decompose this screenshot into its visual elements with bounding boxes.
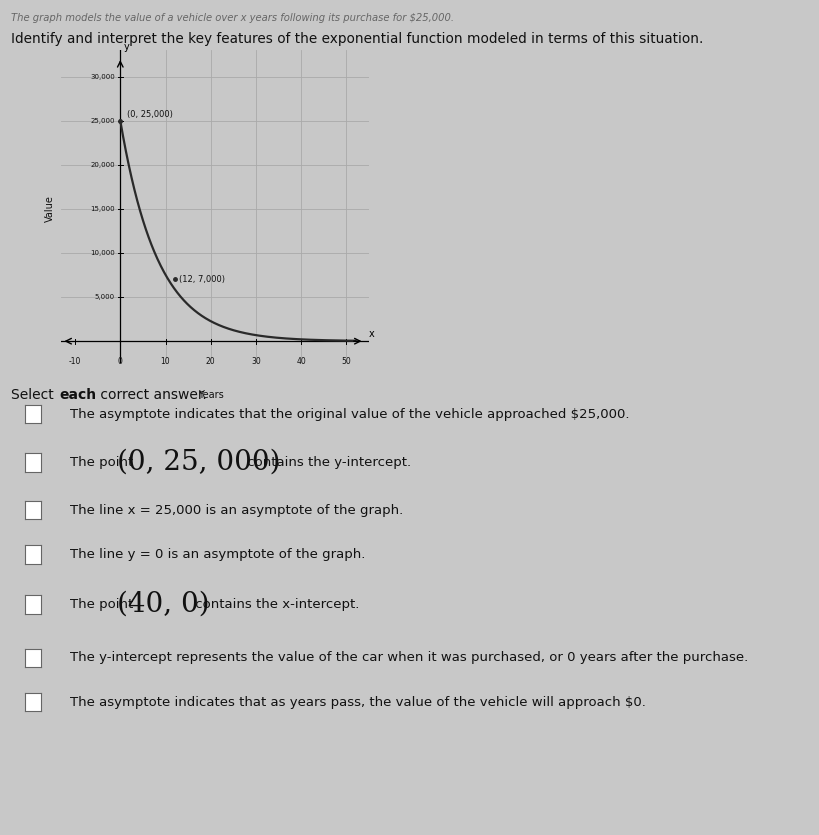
- Text: x: x: [369, 330, 374, 339]
- Text: 20: 20: [206, 357, 215, 366]
- Text: Value: Value: [45, 195, 55, 222]
- Text: (40, 0): (40, 0): [117, 591, 210, 618]
- Text: 10,000: 10,000: [90, 250, 115, 256]
- Text: 30,000: 30,000: [90, 73, 115, 79]
- Text: 5,000: 5,000: [95, 294, 115, 300]
- Text: (0, 25, 000): (0, 25, 000): [117, 449, 280, 476]
- Text: 15,000: 15,000: [90, 206, 115, 212]
- Text: The graph models the value of a vehicle over x years following its purchase for : The graph models the value of a vehicle …: [11, 13, 453, 23]
- Text: contains the x-intercept.: contains the x-intercept.: [191, 598, 359, 611]
- Text: The asymptote indicates that as years pass, the value of the vehicle will approa: The asymptote indicates that as years pa…: [70, 696, 645, 709]
- Text: Years: Years: [197, 390, 224, 400]
- Text: 50: 50: [341, 357, 351, 366]
- Text: Select: Select: [11, 388, 57, 402]
- Text: The point: The point: [70, 598, 137, 611]
- Text: 25,000: 25,000: [90, 118, 115, 124]
- Text: -10: -10: [69, 357, 81, 366]
- Text: contains the y-intercept.: contains the y-intercept.: [243, 456, 411, 469]
- Text: Identify and interpret the key features of the exponential function modeled in t: Identify and interpret the key features …: [11, 32, 702, 46]
- Text: 20,000: 20,000: [90, 162, 115, 168]
- Text: (0, 25,000): (0, 25,000): [127, 110, 173, 119]
- Text: The line x = 25,000 is an asymptote of the graph.: The line x = 25,000 is an asymptote of t…: [70, 504, 402, 517]
- Text: 40: 40: [296, 357, 305, 366]
- Text: The line y = 0 is an asymptote of the graph.: The line y = 0 is an asymptote of the gr…: [70, 548, 364, 561]
- Text: The asymptote indicates that the original value of the vehicle approached $25,00: The asymptote indicates that the origina…: [70, 407, 628, 421]
- Text: each: each: [59, 388, 96, 402]
- Text: 30: 30: [251, 357, 260, 366]
- Text: correct answer.: correct answer.: [96, 388, 206, 402]
- Text: The y-intercept represents the value of the car when it was purchased, or 0 year: The y-intercept represents the value of …: [70, 651, 747, 665]
- Text: (12, 7,000): (12, 7,000): [179, 275, 224, 284]
- Text: y: y: [124, 42, 129, 52]
- Text: 0: 0: [118, 357, 123, 366]
- Text: 10: 10: [161, 357, 170, 366]
- Text: The point: The point: [70, 456, 137, 469]
